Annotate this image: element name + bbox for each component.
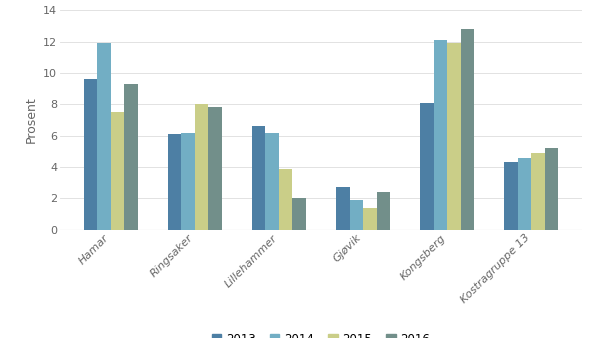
Bar bbox=[545, 148, 558, 230]
Bar bbox=[168, 134, 181, 230]
Bar bbox=[265, 132, 279, 230]
Legend: 2013, 2014, 2015, 2016: 2013, 2014, 2015, 2016 bbox=[207, 328, 435, 338]
Bar bbox=[181, 132, 195, 230]
Bar bbox=[505, 162, 518, 230]
Bar bbox=[377, 192, 390, 230]
Bar bbox=[434, 40, 447, 230]
Bar bbox=[518, 158, 532, 230]
Bar bbox=[279, 169, 292, 230]
Bar bbox=[252, 126, 265, 230]
Bar bbox=[292, 198, 306, 230]
Bar bbox=[124, 84, 137, 230]
Bar bbox=[447, 43, 461, 230]
Bar bbox=[110, 112, 124, 230]
Bar bbox=[420, 103, 434, 230]
Bar bbox=[208, 107, 222, 230]
Bar bbox=[97, 43, 110, 230]
Bar bbox=[84, 79, 97, 230]
Y-axis label: Prosent: Prosent bbox=[25, 97, 38, 143]
Bar bbox=[461, 29, 474, 230]
Bar bbox=[350, 200, 363, 230]
Bar bbox=[336, 188, 350, 230]
Bar bbox=[195, 104, 208, 230]
Bar bbox=[532, 153, 545, 230]
Bar bbox=[363, 208, 377, 230]
